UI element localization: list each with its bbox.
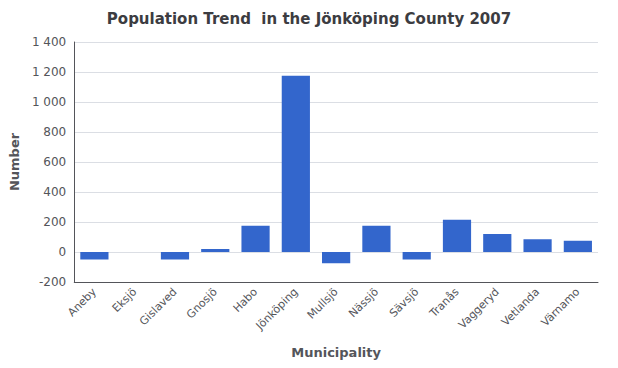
svg-text:Sävsjö: Sävsjö xyxy=(387,285,422,320)
svg-text:200: 200 xyxy=(43,215,66,229)
svg-text:Habo: Habo xyxy=(231,285,261,315)
svg-text:Municipality: Municipality xyxy=(291,345,381,360)
svg-text:-200: -200 xyxy=(39,275,66,289)
svg-text:1 400: 1 400 xyxy=(32,35,66,49)
svg-text:Number: Number xyxy=(7,132,22,191)
svg-text:Gislaved: Gislaved xyxy=(137,285,180,328)
svg-text:Aneby: Aneby xyxy=(65,285,99,319)
svg-text:Eksjö: Eksjö xyxy=(110,285,140,315)
svg-text:Nässjö: Nässjö xyxy=(346,285,381,320)
svg-text:0: 0 xyxy=(59,245,67,259)
svg-text:600: 600 xyxy=(43,155,66,169)
svg-text:Tranås: Tranås xyxy=(426,285,461,320)
svg-text:Gnosjö: Gnosjö xyxy=(184,285,220,321)
svg-text:Vaggeryd: Vaggeryd xyxy=(456,285,502,331)
svg-text:1 200: 1 200 xyxy=(32,65,66,79)
svg-text:1 000: 1 000 xyxy=(32,95,66,109)
svg-text:800: 800 xyxy=(43,125,66,139)
svg-text:Mullsjö: Mullsjö xyxy=(305,285,341,321)
svg-text:Värnamo: Värnamo xyxy=(539,285,583,329)
svg-text:Population Trend in the Jönkö: Population Trend in the Jönköping County… xyxy=(107,10,511,28)
svg-text:400: 400 xyxy=(43,185,66,199)
svg-text:Vetlanda: Vetlanda xyxy=(499,285,542,328)
svg-text:Jönköping: Jönköping xyxy=(253,285,301,333)
